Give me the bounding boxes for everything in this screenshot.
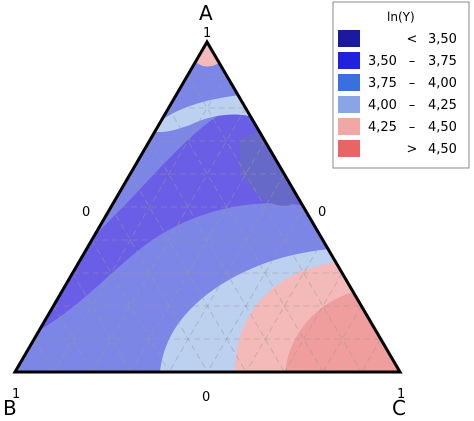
- legend-entry: 4,25–4,50: [338, 118, 457, 135]
- grid-line-parallel-ac: [110, 206, 208, 372]
- legend-low: 3,50: [368, 54, 397, 69]
- legend-separator: >: [407, 142, 418, 157]
- legend-rows: <3,503,50–3,753,75–4,004,00–4,254,25–4,5…: [338, 30, 457, 157]
- grid-line-parallel-ab: [207, 206, 304, 372]
- grid-line-parallel-ac: [149, 140, 285, 372]
- legend-high: 4,25: [428, 98, 457, 113]
- grid-line-parallel-ab: [322, 305, 362, 372]
- legend-title: ln(Y): [387, 10, 415, 24]
- grid-line-parallel-ab: [284, 272, 343, 372]
- legend-swatch: [338, 74, 360, 91]
- legend-swatch: [338, 96, 360, 113]
- grid-line-parallel-ac: [33, 338, 54, 372]
- grid-line-parallel-ac: [187, 74, 362, 372]
- tick-left-edge-zero: 0: [82, 205, 90, 220]
- contour-band-light-top: [150, 95, 260, 133]
- legend-entry: 3,50–3,75: [338, 52, 457, 69]
- legend-high: 4,50: [428, 120, 457, 135]
- grid-line-parallel-ac: [53, 305, 93, 372]
- legend: ln(Y) <3,503,50–3,753,75–4,004,00–4,254,…: [332, 1, 470, 169]
- legend-high: 3,75: [428, 54, 457, 69]
- grid-line-parallel-ab: [130, 140, 266, 372]
- legend-swatch: [338, 30, 360, 47]
- legend-separator: –: [409, 54, 416, 69]
- triangle-outline: [12, 39, 403, 374]
- legend-swatch: [338, 140, 360, 157]
- vertex-tick-a-max: 1: [203, 26, 211, 41]
- tick-right-edge-zero: 0: [318, 205, 326, 220]
- vertex-label-c: C: [392, 396, 406, 420]
- ternary-grid: [33, 74, 382, 372]
- legend-high: 4,00: [428, 76, 457, 91]
- legend-low: 3,75: [368, 76, 397, 91]
- grid-line-parallel-ac: [91, 239, 170, 372]
- legend-low: 4,00: [368, 98, 397, 113]
- grid-line-parallel-ab: [91, 107, 246, 372]
- vertex-tick-b-max: 1: [12, 387, 20, 402]
- legend-entry: 3,75–4,00: [338, 74, 457, 91]
- legend-high: 4,50: [428, 142, 457, 157]
- legend-high: 3,50: [428, 32, 457, 47]
- legend-entry: >4,50: [338, 140, 457, 157]
- legend-entry: <3,50: [338, 30, 457, 47]
- legend-separator: –: [409, 98, 416, 113]
- grid-line-parallel-ab: [245, 239, 324, 372]
- legend-separator: –: [409, 120, 416, 135]
- legend-entry: 4,00–4,25: [338, 96, 457, 113]
- vertex-tick-c-max: 1: [397, 387, 405, 402]
- grid-line-parallel-ac: [72, 272, 131, 372]
- vertex-label-a: A: [199, 1, 213, 25]
- vertex-label-b: B: [3, 396, 17, 420]
- legend-separator: –: [409, 76, 416, 91]
- legend-separator: <: [407, 32, 418, 47]
- tick-bottom-edge-zero: 0: [202, 390, 210, 405]
- grid-line-parallel-ab: [53, 74, 227, 372]
- legend-swatch: [338, 52, 360, 69]
- grid-line-parallel-ab: [361, 338, 382, 372]
- legend-swatch: [338, 118, 360, 135]
- legend-low: 4,25: [368, 120, 397, 135]
- contour-band-top-tip: [196, 42, 220, 67]
- grid-line-parallel-ac: [168, 107, 324, 372]
